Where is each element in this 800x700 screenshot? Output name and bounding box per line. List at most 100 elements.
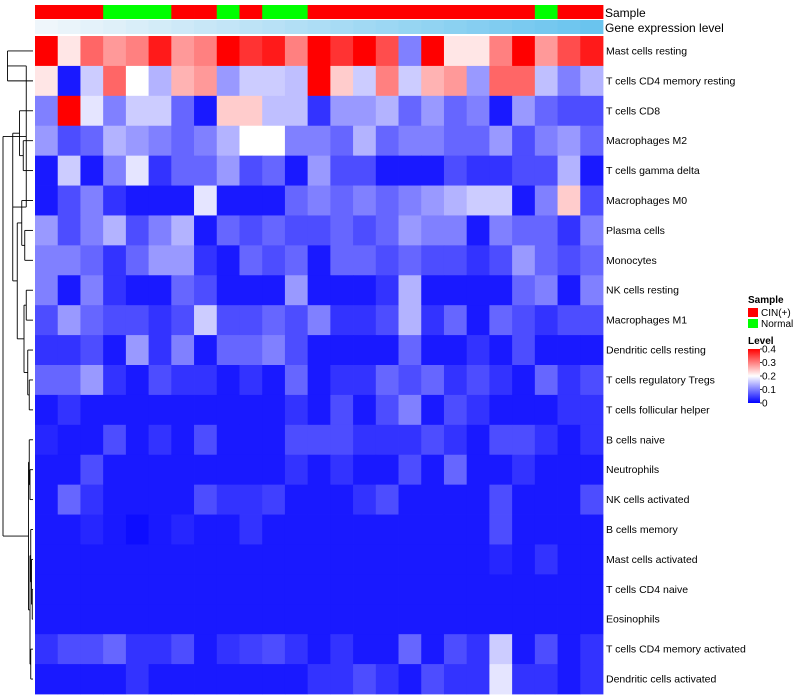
- heatmap-cell: [443, 394, 468, 426]
- heatmap-cell: [125, 424, 149, 456]
- heatmap-cell: [398, 125, 422, 157]
- gene-annotation-cell: [239, 20, 263, 34]
- heatmap-cell: [557, 634, 581, 665]
- row-label: Monocytes: [606, 255, 657, 267]
- heatmap-cell: [534, 424, 558, 456]
- heatmap-cell: [580, 394, 604, 426]
- heatmap-cell: [489, 125, 513, 157]
- heatmap-cell: [194, 245, 218, 276]
- heatmap-cell: [466, 155, 490, 186]
- heatmap-cell: [262, 185, 286, 216]
- heatmap-cell: [171, 36, 195, 67]
- heatmap-cell: [148, 394, 172, 426]
- heatmap-cell: [103, 664, 127, 695]
- heatmap-cell: [171, 275, 195, 306]
- heatmap-cell: [57, 275, 81, 306]
- heatmap-cell: [57, 215, 81, 246]
- heatmap-cell: [148, 185, 172, 216]
- heatmap-cell: [262, 365, 286, 396]
- heatmap-cell: [216, 335, 240, 366]
- heatmap-cell: [534, 365, 558, 396]
- heatmap-cell: [125, 215, 149, 246]
- heatmap-cell: [35, 335, 59, 366]
- heatmap-cell: [57, 664, 81, 695]
- heatmap-cell: [148, 424, 172, 456]
- heatmap-cell: [103, 185, 127, 216]
- heatmap-cell: [557, 664, 581, 695]
- heatmap-cell: [534, 454, 558, 486]
- heatmap-cell: [557, 65, 581, 97]
- heatmap-cell: [557, 305, 581, 336]
- heatmap-cell: [534, 514, 558, 545]
- heatmap-cell: [512, 454, 536, 486]
- heatmap-cell: [57, 634, 81, 665]
- heatmap-cell: [171, 125, 195, 157]
- heatmap-cell: [489, 335, 513, 366]
- heatmap-cell: [171, 544, 195, 575]
- heatmap-cell: [57, 125, 81, 157]
- legend-level-tick-label: 0.1: [762, 385, 776, 396]
- heatmap-cell: [398, 394, 422, 426]
- heatmap-cell: [580, 454, 604, 486]
- heatmap-cell: [35, 185, 59, 216]
- legend-sample-title: Sample: [748, 295, 784, 306]
- heatmap-cell: [103, 454, 127, 486]
- heatmap-cell: [443, 424, 468, 456]
- heatmap-cell: [239, 604, 263, 635]
- sample-annotation-cell: [375, 5, 399, 19]
- heatmap-cell: [489, 65, 513, 97]
- row-label: Macrophages M0: [606, 195, 687, 207]
- heatmap-cell: [125, 36, 149, 67]
- heatmap-cell: [194, 574, 218, 605]
- heatmap-cell: [512, 155, 536, 186]
- heatmap-cell: [489, 454, 513, 486]
- heatmap-cell: [512, 125, 536, 157]
- heatmap-cell: [284, 155, 309, 186]
- heatmap-cell: [466, 305, 490, 336]
- heatmap-cell: [557, 454, 581, 486]
- heatmap-cell: [398, 484, 422, 515]
- heatmap-cell: [580, 245, 604, 276]
- heatmap-cell: [103, 394, 127, 426]
- gene-annotation-cell: [194, 20, 218, 34]
- heatmap-cell: [284, 574, 309, 605]
- heatmap-cell: [534, 275, 558, 306]
- heatmap-cell: [262, 454, 286, 486]
- heatmap-cell: [194, 95, 218, 127]
- heatmap-cell: [489, 305, 513, 336]
- heatmap-cell: [443, 275, 468, 306]
- heatmap-cell: [353, 65, 377, 97]
- row-label: Plasma cells: [606, 225, 665, 237]
- heatmap-cell: [353, 514, 377, 545]
- heatmap-cell: [239, 454, 263, 486]
- heatmap-cell: [557, 484, 581, 515]
- heatmap-cell: [330, 335, 354, 366]
- gene-annotation-cell: [557, 20, 581, 34]
- heatmap-cell: [330, 125, 354, 157]
- heatmap-cell: [194, 604, 218, 635]
- heatmap-cell: [580, 544, 604, 575]
- heatmap-cell: [103, 36, 127, 67]
- heatmap-cell: [398, 36, 422, 67]
- heatmap-cell: [194, 365, 218, 396]
- sample-annotation-cell: [353, 5, 377, 19]
- heatmap-cell: [534, 215, 558, 246]
- sample-annotation-cell: [443, 5, 468, 19]
- heatmap-cell: [35, 424, 59, 456]
- heatmap-cell: [557, 424, 581, 456]
- heatmap-cell: [443, 335, 468, 366]
- heatmap-cell: [330, 514, 354, 545]
- sample-annotation-cell: [580, 5, 604, 19]
- heatmap-cell: [466, 574, 490, 605]
- heatmap-cell: [125, 574, 149, 605]
- heatmap-cell: [557, 544, 581, 575]
- legend-label-cin: CIN(+): [761, 308, 791, 319]
- heatmap-cell: [421, 95, 445, 127]
- heatmap-cell: [489, 424, 513, 456]
- heatmap-cell: [262, 394, 286, 426]
- gene-annotation-cell: [80, 20, 104, 34]
- heatmap-cell: [194, 155, 218, 186]
- heatmap-cell: [534, 125, 558, 157]
- heatmap-cell: [353, 365, 377, 396]
- row-label: T cells gamma delta: [606, 165, 700, 177]
